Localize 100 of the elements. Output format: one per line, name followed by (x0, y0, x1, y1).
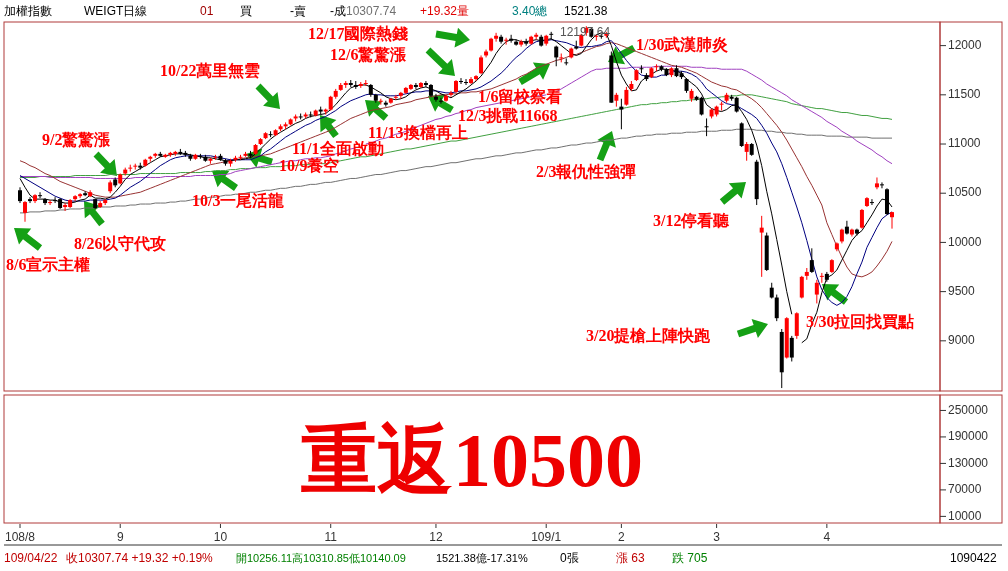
annotation: 1/30武漢肺炎 (636, 36, 729, 53)
candlestick (744, 141, 749, 162)
y-tick-label: 11000 (948, 136, 981, 151)
text: 109/04/22 (4, 551, 58, 565)
annotation: 1/6留校察看 (478, 87, 563, 105)
y-tick-label: 130000 (948, 455, 989, 470)
candlestick (63, 202, 68, 212)
annotation: 11/1全面啟動 (292, 140, 384, 157)
text: 買 (240, 4, 252, 18)
candlestick (624, 86, 629, 107)
candlestick (704, 117, 709, 137)
candlestick (774, 294, 779, 322)
annotation: 重返10500 (301, 418, 643, 502)
y-tick-label: 10000 (948, 234, 982, 249)
x-tick-label: 10 (213, 530, 228, 544)
annotation: 3/20提槍上陣快跑 (586, 327, 712, 344)
y-tick-label: 250000 (948, 402, 989, 417)
y-tick-label: 10000 (948, 508, 982, 523)
candlestick (879, 181, 884, 189)
text: 漲 63 (616, 551, 646, 565)
x-tick-label: 3 (713, 530, 721, 544)
candlestick (494, 32, 499, 43)
candlestick (423, 80, 428, 88)
candlestick (479, 54, 484, 75)
x-tick-label: 9 (116, 530, 124, 544)
text: -成 (330, 4, 346, 18)
candlestick (809, 247, 814, 274)
x-tick-label: 4 (823, 530, 831, 544)
text: +19.32量 (420, 4, 470, 18)
candlestick (739, 121, 744, 148)
candlestick (874, 176, 879, 190)
candlestick (794, 311, 799, 340)
annotation: 2/3報仇性強彈 (536, 163, 637, 180)
candlestick (514, 39, 519, 47)
y-tick-label: 70000 (948, 482, 982, 497)
y-tick-label: 9000 (948, 332, 976, 347)
text: 跌 705 (672, 551, 708, 565)
text: 加權指數 (4, 4, 52, 18)
candlestick (438, 97, 443, 105)
x-tick-label: 12 (429, 530, 443, 544)
candlestick (519, 39, 524, 48)
annotation: 10/3一尾活龍 (192, 192, 285, 209)
candlestick (814, 279, 819, 304)
candlestick (464, 78, 469, 86)
annotation: 12/3挑戰11668 (458, 107, 558, 124)
y-tick-label: 12000 (948, 37, 982, 52)
candlestick (393, 94, 398, 101)
x-tick-label: 109/1 (531, 530, 562, 544)
candlestick (619, 98, 624, 130)
candlestick (459, 77, 464, 85)
annotation: 8/6宣示主權 (6, 255, 91, 273)
y-tick-label: 11500 (948, 86, 981, 101)
annotation: 3/12停看聽 (653, 212, 731, 229)
x-tick-label: 108/8 (4, 530, 36, 544)
candlestick (53, 196, 58, 204)
candlestick (73, 194, 78, 202)
text: 0張 (560, 551, 579, 565)
candlestick (433, 93, 438, 103)
candlestick (759, 215, 764, 278)
candlestick (799, 275, 804, 299)
text: 開10256.11高10310.85低10140.09 (236, 552, 406, 564)
text: 1090422 (950, 551, 998, 565)
y-tick-label: 10500 (948, 185, 982, 200)
candlestick (819, 272, 824, 284)
annotation: 8/26以守代攻 (74, 235, 167, 252)
y-tick-label: 190000 (948, 429, 989, 444)
candlestick (38, 191, 43, 199)
text: 收10307.74 +19.32 +0.19% (66, 551, 214, 565)
candlestick (23, 200, 28, 223)
candlestick (699, 96, 704, 116)
annotation: 12/17國際熱錢 (308, 25, 409, 43)
text: 3.40總 (512, 4, 548, 18)
candlestick (789, 335, 794, 362)
candlestick (859, 208, 864, 230)
annotation: 9/2驚驚漲 (42, 131, 112, 148)
candlestick (78, 192, 83, 199)
candlestick (28, 196, 33, 204)
y-tick-label: 9500 (948, 283, 976, 298)
annotation: 11/13換檔再上 (368, 124, 468, 141)
candlestick (869, 198, 874, 206)
candlestick (890, 211, 894, 230)
text: 10307.74 (346, 4, 397, 18)
text: 1521.38億-17.31% (436, 552, 528, 564)
candlestick (48, 199, 53, 206)
candlestick (474, 74, 479, 82)
annotation: 12/6驚驚漲 (330, 46, 408, 63)
text: 1521.38 (564, 4, 608, 18)
candlestick (448, 90, 453, 98)
annotation: 10/22萬里無雲 (160, 62, 261, 80)
x-tick-label: 11 (324, 530, 338, 544)
candlestick (554, 45, 559, 67)
text: 01 (200, 4, 214, 18)
x-tick-label: 2 (618, 530, 626, 544)
text: -賣 (290, 4, 306, 18)
candlestick (398, 91, 403, 100)
candlestick (413, 82, 418, 90)
candlestick (844, 220, 849, 236)
candlestick (83, 190, 88, 197)
candlestick (504, 37, 509, 46)
text: WEIGT日線 (84, 4, 148, 18)
